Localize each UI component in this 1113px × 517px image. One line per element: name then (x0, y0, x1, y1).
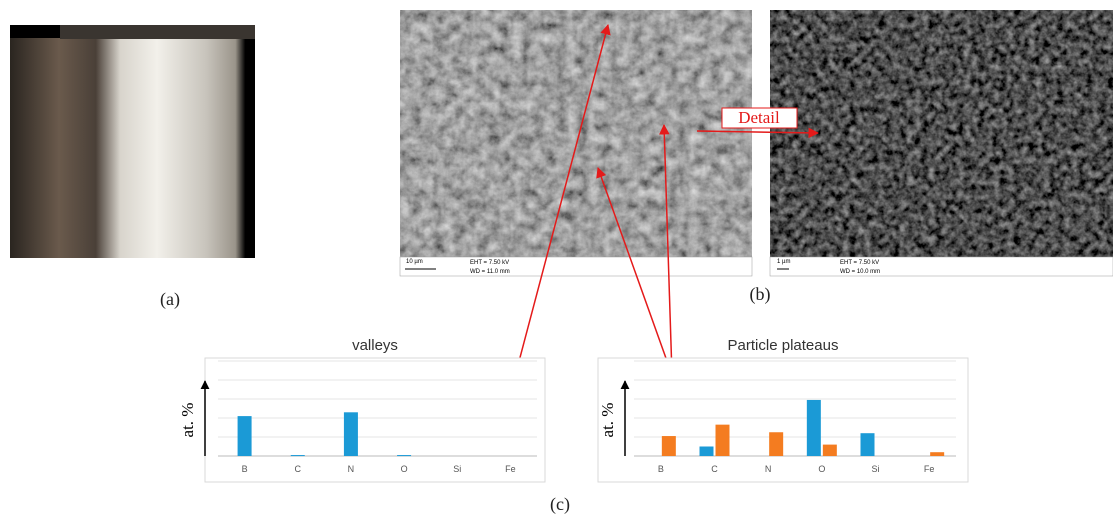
x-tick-label: N (348, 464, 355, 474)
detail-label: Detail (738, 108, 780, 127)
x-tick-label: Fe (924, 464, 935, 474)
y-axis-label: at. % (598, 403, 617, 438)
bar (769, 432, 783, 456)
bar (344, 412, 358, 456)
bar (716, 425, 730, 456)
sem-info-bar (400, 257, 752, 276)
panel-label: (c) (550, 494, 570, 515)
wd-text: WD = 10.0 mm (840, 269, 880, 275)
x-tick-label: O (401, 464, 408, 474)
x-tick-label: O (818, 464, 825, 474)
x-tick-label: B (658, 464, 664, 474)
scale-text: 1 µm (777, 259, 790, 265)
x-tick-label: C (295, 464, 302, 474)
bar (291, 455, 305, 456)
scale-bar (313, 240, 367, 243)
x-tick-label: Fe (505, 464, 516, 474)
chart-frame (598, 358, 968, 482)
x-tick-label: Si (453, 464, 461, 474)
x-tick-label: N (765, 464, 772, 474)
bar (700, 447, 714, 457)
scale-text: 5 mm (330, 244, 350, 253)
panel-label: (a) (160, 289, 180, 310)
chart-title: Particle plateaus (728, 337, 839, 354)
bar (238, 416, 252, 456)
bar (662, 436, 676, 456)
wd-text: WD = 11.0 mm (470, 269, 510, 275)
scale-text: 10 µm (406, 259, 423, 265)
chart-title: valleys (352, 337, 398, 354)
x-tick-label: B (242, 464, 248, 474)
bar (823, 445, 837, 456)
y-axis-label: at. % (178, 403, 197, 438)
eht-text: EHT = 7.50 kV (470, 260, 509, 266)
bar (861, 433, 875, 456)
panel-label: (b) (750, 284, 771, 305)
sem-image (770, 10, 1113, 257)
bar (930, 452, 944, 456)
bar (397, 455, 411, 456)
x-tick-label: Si (871, 464, 879, 474)
bar (807, 400, 821, 456)
sem-image (400, 10, 752, 257)
x-tick-label: C (711, 464, 718, 474)
chart-frame (205, 358, 545, 482)
photo (10, 38, 255, 258)
sem-info-bar (770, 257, 1113, 276)
photo-rim (60, 25, 255, 39)
eht-text: EHT = 7.50 kV (840, 260, 879, 266)
figure: 5 mm (a) 10 µm EHT = 7.50 kV WD = 11.0 m… (0, 0, 1113, 517)
